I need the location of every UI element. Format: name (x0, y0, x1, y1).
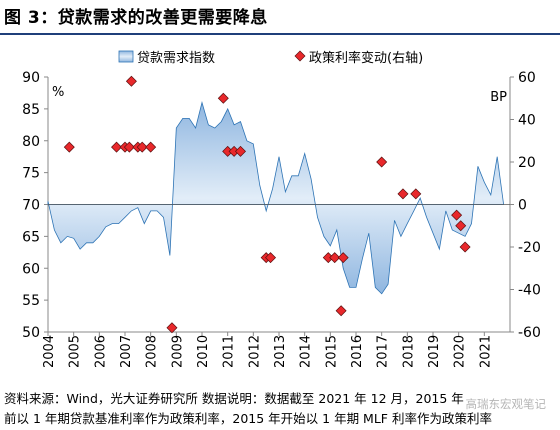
left-tick-label: 80 (22, 134, 40, 150)
x-tick-label: 2010 (196, 335, 211, 368)
legend-swatch-marker (294, 50, 306, 62)
right-tick-label: -40 (518, 283, 541, 299)
policy-rate-marker (455, 220, 467, 232)
left-tick-label: 65 (22, 229, 40, 245)
policy-rate-marker (217, 92, 229, 104)
policy-rate-marker (459, 241, 471, 253)
left-tick-label: 85 (22, 102, 40, 118)
right-tick-label: -20 (518, 240, 541, 256)
x-tick-label: 2020 (453, 335, 468, 368)
x-tick-label: 2009 (170, 335, 185, 368)
x-tick-label: 2019 (427, 335, 442, 368)
policy-rate-marker (376, 156, 388, 168)
x-tick-label: 2013 (273, 335, 288, 368)
x-tick-label: 2011 (222, 335, 237, 368)
x-tick-label: 2007 (119, 335, 134, 368)
right-tick-label: 40 (518, 113, 536, 129)
legend-label-marker: 政策利率变动(右轴) (309, 50, 423, 66)
policy-rate-marker (136, 141, 148, 153)
policy-rate-marker (397, 188, 409, 200)
right-unit-label: BP (490, 90, 507, 105)
right-tick-label: 20 (518, 155, 536, 171)
x-tick-label: 2015 (324, 335, 339, 368)
chart: 50 55 60 65 70 75 80 85 90 -60 -40 -20 0 20 40 60% BP 200… (22, 50, 541, 368)
x-tick-label: 2014 (299, 335, 314, 368)
right-tick-label: 60 (518, 70, 536, 86)
source-note-line2: 前以 1 年期贷款基准利率作为政策利率，2015 年开始以 1 年期 MLF 利… (4, 411, 492, 426)
policy-rate-marker (265, 252, 277, 264)
figure-title: 图 3：贷款需求的改善更需要降息 (4, 8, 268, 28)
x-tick-label: 2016 (350, 335, 365, 368)
loan-demand-area (47, 100, 505, 295)
right-tick-label: 0 (518, 198, 527, 214)
x-tick-label: 2012 (247, 335, 262, 368)
policy-rate-marker (337, 252, 349, 264)
left-tick-label: 75 (22, 166, 40, 182)
policy-rate-marker (451, 209, 463, 221)
title-rule (0, 33, 560, 35)
x-tick-label: 2005 (68, 335, 83, 368)
policy-rate-marker (111, 141, 123, 153)
policy-rate-marker (125, 75, 137, 87)
legend-swatch-area (118, 50, 134, 63)
watermark: 高瑞东宏观笔记 (465, 397, 547, 411)
left-tick-label: 90 (22, 70, 40, 86)
policy-rate-marker (166, 322, 178, 334)
x-tick-label: 2021 (478, 335, 493, 368)
x-tick-label: 2017 (376, 335, 391, 368)
policy-rate-marker (123, 141, 135, 153)
policy-rate-marker (235, 145, 246, 157)
policy-rate-marker (335, 305, 347, 317)
legend-label-area: 贷款需求指数 (137, 51, 215, 66)
policy-rate-marker (145, 141, 157, 153)
policy-rate-marker (329, 252, 341, 264)
left-tick-label: 70 (22, 198, 40, 214)
x-tick-label: 2008 (145, 335, 160, 368)
x-tick-label: 2018 (401, 335, 416, 368)
right-tick-label: -60 (518, 325, 541, 341)
legend: 贷款需求指数 政策利率变动(右轴) (118, 50, 423, 66)
source-note-line1: 资料来源：Wind，光大证券研究所 数据说明：数据截至 2021 年 12 月，… (4, 391, 464, 406)
policy-rate-marker (410, 188, 422, 200)
left-tick-label: 50 (22, 325, 40, 341)
x-tick-label: 2006 (93, 335, 108, 368)
left-tick-label: 55 (22, 293, 40, 309)
x-tick-label: 2004 (42, 335, 57, 368)
left-unit-label: % (52, 85, 64, 100)
policy-rate-marker (63, 141, 75, 153)
left-tick-label: 60 (22, 261, 40, 277)
